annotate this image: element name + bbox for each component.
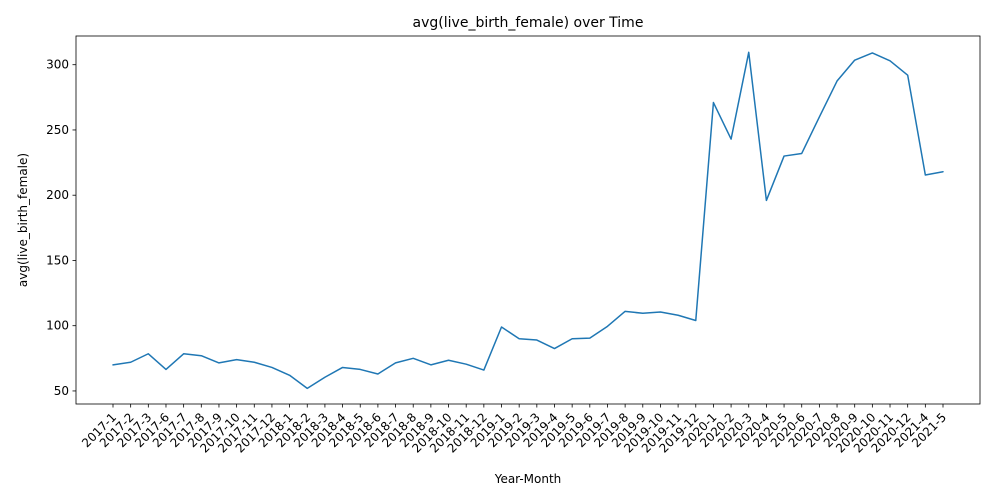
y-tick-label: 150	[46, 253, 69, 267]
x-axis-label: Year-Month	[494, 472, 562, 486]
y-tick-label: 200	[46, 188, 69, 202]
chart-title: avg(live_birth_female) over Time	[413, 15, 644, 31]
y-tick-label: 100	[46, 319, 69, 333]
x-axis-ticks: 2017-12017-22017-32017-62017-72017-82017…	[79, 404, 949, 456]
y-axis-ticks: 50 100 150 200 250 300	[46, 58, 76, 398]
y-axis-label: avg(live_birth_female)	[16, 153, 30, 287]
y-tick-label: 300	[46, 58, 69, 72]
series-line	[112, 51, 944, 390]
plot-frame	[75, 35, 981, 405]
y-tick-label: 50	[54, 384, 69, 398]
y-tick-label: 250	[46, 123, 69, 137]
